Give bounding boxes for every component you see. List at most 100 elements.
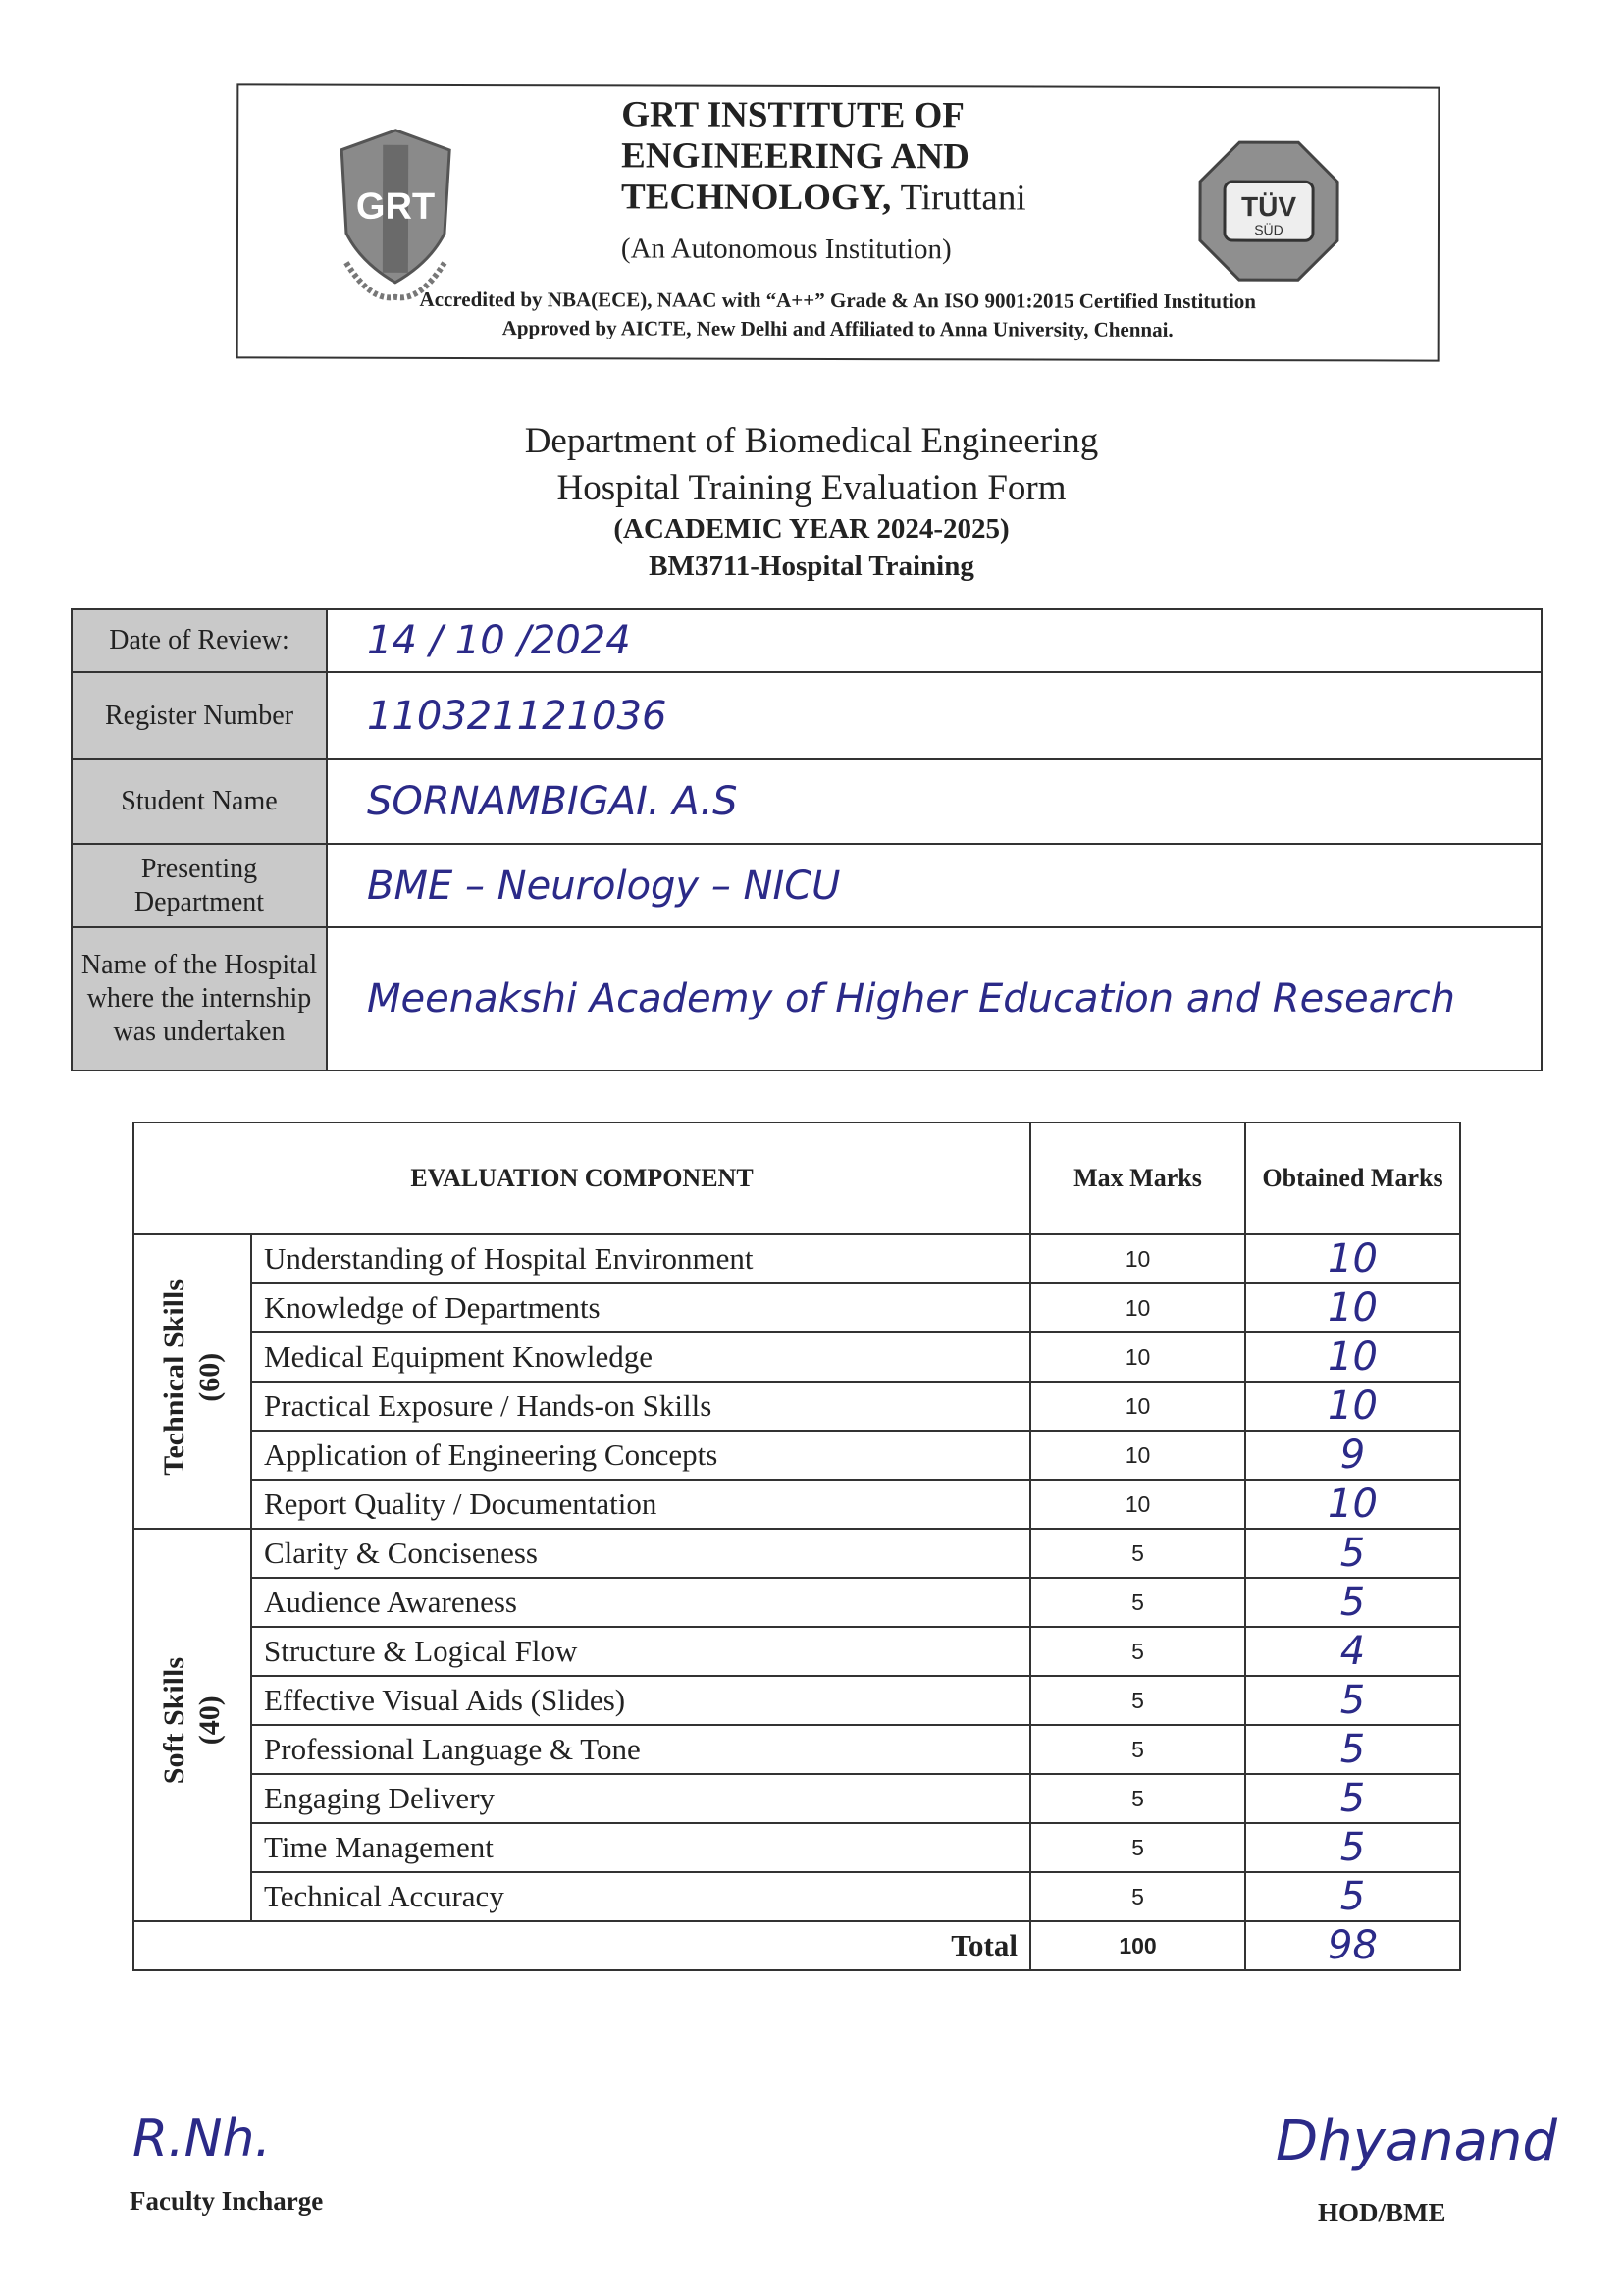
group-label-text: Technical Skills (60) bbox=[157, 1279, 228, 1476]
grt-logo: GRT bbox=[340, 129, 451, 301]
group-total: (40) bbox=[193, 1696, 226, 1746]
component-name: Technical Accuracy bbox=[250, 1871, 1031, 1922]
evaluation-row: Technical Skills (60) Understanding of Hos… bbox=[132, 1233, 1461, 1530]
approval-text: Approved by AICTE, New Delhi and Affilia… bbox=[501, 316, 1174, 341]
info-row-date: Date of Review: 14 / 10 /2024 bbox=[71, 608, 1543, 673]
department-title: Department of Biomedical Engineering bbox=[524, 421, 1099, 461]
component-name: Structure & Logical Flow bbox=[250, 1626, 1031, 1677]
institute-header: GRT GRT INSTITUTE OF ENGINEERING AND TEC… bbox=[236, 83, 1440, 362]
obtained-marks: 5 bbox=[1244, 1822, 1461, 1873]
accreditation-text: Accredited by NBA(ECE), NAAC with “A++” … bbox=[419, 287, 1257, 314]
group-label-1: Soft Skills (40) bbox=[132, 1528, 252, 1922]
course-code: BM3711-Hospital Training bbox=[649, 550, 974, 582]
component-name: Audience Awareness bbox=[250, 1577, 1031, 1628]
obtained-marks: 5 bbox=[1244, 1675, 1461, 1726]
evaluation-row: Technical Accuracy 5 5 bbox=[133, 1871, 1461, 1922]
student-info-table: Date of Review: 14 / 10 /2024 Register Nu… bbox=[71, 608, 1543, 1071]
max-marks: 10 bbox=[1029, 1430, 1246, 1481]
max-marks: 10 bbox=[1029, 1479, 1246, 1530]
max-marks: 5 bbox=[1029, 1675, 1246, 1726]
evaluation-header-row: EVALUATION COMPONENT Max Marks Obtained … bbox=[132, 1122, 1461, 1235]
institute-name-line3: TECHNOLOGY, bbox=[621, 177, 892, 219]
component-name: Application of Engineering Concepts bbox=[250, 1430, 1031, 1481]
component-name: Engaging Delivery bbox=[250, 1773, 1031, 1824]
obtained-marks: 10 bbox=[1244, 1381, 1461, 1432]
group-name: Soft Skills bbox=[158, 1657, 190, 1785]
institute-name-line2: ENGINEERING AND bbox=[621, 135, 969, 178]
max-marks: 10 bbox=[1029, 1381, 1246, 1432]
institute-name-line1: GRT INSTITUTE OF bbox=[621, 94, 965, 136]
evaluation-row: Application of Engineering Concepts 10 9 bbox=[133, 1430, 1461, 1481]
hod-signature: Dhyanand bbox=[1276, 2110, 1557, 2173]
institute-town: Tiruttani bbox=[900, 178, 1026, 219]
component-name: Knowledge of Departments bbox=[250, 1282, 1031, 1333]
max-marks: 5 bbox=[1029, 1626, 1246, 1677]
evaluation-row: Practical Exposure / Hands-on Skills 10 10 bbox=[133, 1381, 1461, 1432]
max-marks: 10 bbox=[1029, 1331, 1246, 1383]
obtained-marks: 5 bbox=[1244, 1577, 1461, 1628]
component-name: Clarity & Conciseness bbox=[250, 1528, 1031, 1579]
obtained-marks: 5 bbox=[1244, 1724, 1461, 1775]
total-max-marks: 100 bbox=[1029, 1920, 1246, 1971]
component-name: Report Quality / Documentation bbox=[250, 1479, 1031, 1530]
header-evaluation-component: EVALUATION COMPONENT bbox=[132, 1122, 1031, 1235]
total-label: Total bbox=[132, 1920, 1031, 1971]
header-obtained-marks: Obtained Marks bbox=[1244, 1122, 1461, 1235]
info-row-student: Student Name SORNAMBIGAI. A.S bbox=[71, 758, 1543, 845]
group-total: (60) bbox=[193, 1353, 226, 1402]
academic-year: (ACADEMIC YEAR 2024-2025) bbox=[613, 513, 1010, 545]
institute-name: GRT INSTITUTE OF ENGINEERING AND TECHNOL… bbox=[621, 94, 1026, 219]
evaluation-row: Knowledge of Departments 10 10 bbox=[133, 1282, 1461, 1333]
evaluation-row: Structure & Logical Flow 5 4 bbox=[133, 1626, 1461, 1677]
svg-text:GRT: GRT bbox=[356, 186, 435, 228]
evaluation-row: Engaging Delivery 5 5 bbox=[133, 1773, 1461, 1824]
obtained-marks: 10 bbox=[1244, 1282, 1461, 1333]
evaluation-row: Report Quality / Documentation 10 10 bbox=[133, 1479, 1461, 1530]
evaluation-row: Professional Language & Tone 5 5 bbox=[133, 1724, 1461, 1775]
hospital-label: Name of the Hospital where the internshi… bbox=[71, 926, 328, 1071]
evaluation-row: Audience Awareness 5 5 bbox=[133, 1577, 1461, 1628]
max-marks: 5 bbox=[1029, 1724, 1246, 1775]
component-name: Medical Equipment Knowledge bbox=[250, 1331, 1031, 1383]
max-marks: 5 bbox=[1029, 1773, 1246, 1824]
info-row-register: Register Number 110321121036 bbox=[71, 671, 1543, 760]
max-marks: 5 bbox=[1029, 1822, 1246, 1873]
date-value: 14 / 10 /2024 bbox=[326, 608, 1543, 673]
group-label-text: Soft Skills (40) bbox=[157, 1657, 228, 1784]
evaluation-row: Medical Equipment Knowledge 10 10 bbox=[133, 1331, 1461, 1383]
presenting-department-value: BME – Neurology – NICU bbox=[326, 843, 1543, 928]
hospital-value: Meenakshi Academy of Higher Education an… bbox=[326, 926, 1543, 1071]
obtained-marks: 5 bbox=[1244, 1871, 1461, 1922]
component-name: Understanding of Hospital Environment bbox=[250, 1233, 1031, 1284]
evaluation-table: EVALUATION COMPONENT Max Marks Obtained … bbox=[132, 1122, 1461, 1971]
max-marks: 10 bbox=[1029, 1233, 1246, 1284]
svg-text:SÜD: SÜD bbox=[1254, 221, 1283, 237]
obtained-marks: 10 bbox=[1244, 1331, 1461, 1383]
date-label: Date of Review: bbox=[71, 608, 328, 673]
register-number-label: Register Number bbox=[71, 671, 328, 760]
hod-label: HOD/BME bbox=[1318, 2198, 1446, 2227]
tuv-sud-logo: TÜV SÜD bbox=[1198, 140, 1339, 282]
student-name-label: Student Name bbox=[71, 758, 328, 845]
svg-text:TÜV: TÜV bbox=[1241, 191, 1296, 222]
obtained-marks: 10 bbox=[1244, 1479, 1461, 1530]
form-title: Hospital Training Evaluation Form bbox=[556, 468, 1067, 508]
max-marks: 5 bbox=[1029, 1577, 1246, 1628]
header-max-marks: Max Marks bbox=[1029, 1122, 1246, 1235]
component-name: Time Management bbox=[250, 1822, 1031, 1873]
evaluation-row: Soft Skills (40) Clarity & Conciseness 5 5 bbox=[132, 1528, 1461, 1922]
faculty-signature: R.Nh. bbox=[132, 2110, 272, 2168]
max-marks: 5 bbox=[1029, 1528, 1246, 1579]
obtained-marks: 4 bbox=[1244, 1626, 1461, 1677]
obtained-marks: 9 bbox=[1244, 1430, 1461, 1481]
register-number-value: 110321121036 bbox=[326, 671, 1543, 760]
presenting-department-label: Presenting Department bbox=[71, 843, 328, 928]
autonomous-label: (An Autonomous Institution) bbox=[620, 233, 952, 266]
group-name: Technical Skills bbox=[158, 1279, 190, 1476]
evaluation-row: Time Management 5 5 bbox=[133, 1822, 1461, 1873]
max-marks: 10 bbox=[1029, 1282, 1246, 1333]
max-marks: 5 bbox=[1029, 1871, 1246, 1922]
group-label-0: Technical Skills (60) bbox=[132, 1233, 252, 1530]
evaluation-row: Effective Visual Aids (Slides) 5 5 bbox=[133, 1675, 1461, 1726]
faculty-incharge-label: Faculty Incharge bbox=[130, 2186, 324, 2216]
